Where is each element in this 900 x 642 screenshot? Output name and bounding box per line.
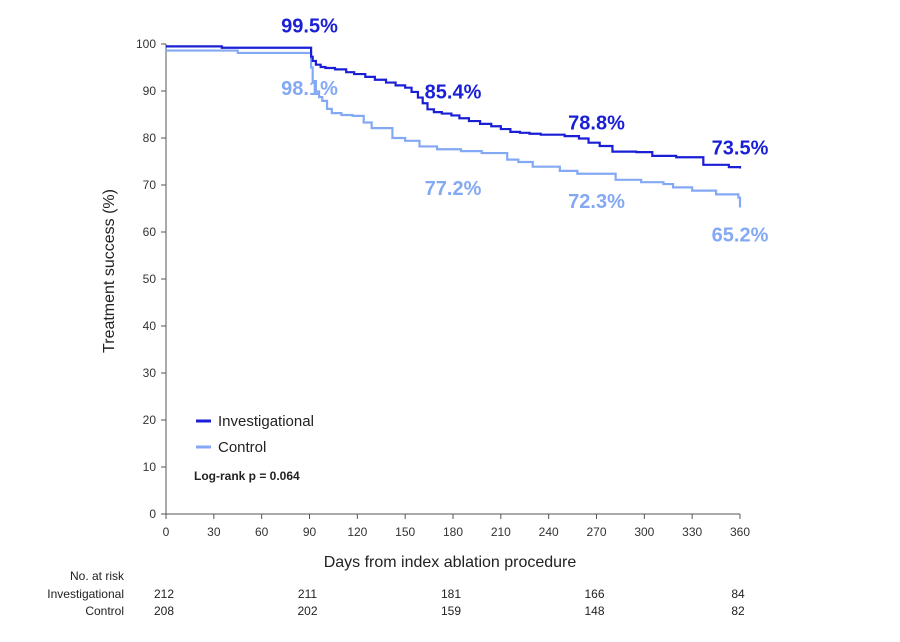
callout-investigational-day-90: 99.5% — [281, 15, 338, 37]
y-tick-label: 40 — [143, 319, 157, 333]
y-tick-label: 60 — [143, 225, 157, 239]
at-risk-value-control: 82 — [731, 604, 745, 618]
y-tick-label: 0 — [149, 507, 156, 521]
y-tick-label: 70 — [143, 178, 157, 192]
legend-label-control: Control — [218, 439, 266, 456]
series-lines — [166, 45, 742, 208]
x-tick-label: 0 — [163, 525, 170, 539]
x-tick-label: 300 — [634, 525, 654, 539]
value-callouts: 99.5% 85.4% 78.8% 73.5% 98.1% 77.2% 72.3% 65.2% — [281, 15, 768, 246]
x-ticks: 0 30 60 90 120 150 180 210 240 270 300 330 360 — [163, 514, 750, 539]
at-risk-value-control: 208 — [154, 604, 174, 618]
y-tick-label: 30 — [143, 366, 157, 380]
at-risk-value-investigational: 84 — [731, 587, 745, 601]
x-tick-label: 60 — [255, 525, 269, 539]
y-tick-label: 50 — [143, 272, 157, 286]
callout-investigational-day-360: 73.5% — [712, 138, 769, 160]
y-tick-label: 100 — [136, 37, 156, 51]
x-tick-label: 360 — [730, 525, 750, 539]
at-risk-values: 212 211 181 166 84 208 202 159 148 82 — [154, 587, 745, 618]
callout-control-day-180: 77.2% — [425, 178, 482, 200]
at-risk-value-control: 202 — [297, 604, 317, 618]
x-tick-label: 210 — [491, 525, 511, 539]
at-risk-title: No. at risk — [70, 569, 125, 583]
at-risk-row-label-control: Control — [85, 604, 124, 618]
y-tick-label: 10 — [143, 460, 157, 474]
x-tick-label: 180 — [443, 525, 463, 539]
x-tick-label: 120 — [347, 525, 367, 539]
at-risk-row-label-investigational: Investigational — [47, 587, 124, 601]
at-risk-value-investigational: 166 — [584, 587, 604, 601]
y-tick-label: 90 — [143, 84, 157, 98]
x-tick-label: 330 — [682, 525, 702, 539]
callout-control-day-270: 72.3% — [568, 191, 625, 213]
at-risk-value-investigational: 212 — [154, 587, 174, 601]
x-tick-label: 30 — [207, 525, 221, 539]
x-tick-label: 90 — [303, 525, 317, 539]
at-risk-value-investigational: 181 — [441, 587, 461, 601]
series-line-control — [166, 49, 742, 208]
legend-label-investigational: Investigational — [218, 413, 314, 430]
legend-item-control[interactable]: Control — [196, 439, 266, 456]
legend: Investigational Control — [196, 413, 314, 456]
x-tick-label: 270 — [586, 525, 606, 539]
series-line-investigational — [166, 45, 742, 169]
x-tick-label: 240 — [539, 525, 559, 539]
at-risk-value-control: 159 — [441, 604, 461, 618]
callout-investigational-day-180: 85.4% — [425, 82, 482, 104]
y-axis-title: Treatment success (%) — [101, 189, 118, 353]
x-axis-title: Days from index ablation procedure — [324, 554, 577, 571]
log-rank-annotation: Log-rank p = 0.064 — [194, 469, 300, 483]
callout-control-day-360: 65.2% — [712, 225, 769, 247]
at-risk-value-control: 148 — [584, 604, 604, 618]
y-ticks: 0 10 20 30 40 50 60 70 80 90 100 — [136, 37, 166, 521]
callout-investigational-day-270: 78.8% — [568, 113, 625, 135]
y-tick-label: 20 — [143, 413, 157, 427]
x-tick-label: 150 — [395, 525, 415, 539]
legend-item-investigational[interactable]: Investigational — [196, 413, 314, 430]
at-risk-table: No. at risk Investigational Control 212 2… — [47, 569, 745, 618]
callout-control-day-90: 98.1% — [281, 78, 338, 100]
y-tick-label: 80 — [143, 131, 157, 145]
at-risk-value-investigational: 211 — [298, 587, 317, 601]
